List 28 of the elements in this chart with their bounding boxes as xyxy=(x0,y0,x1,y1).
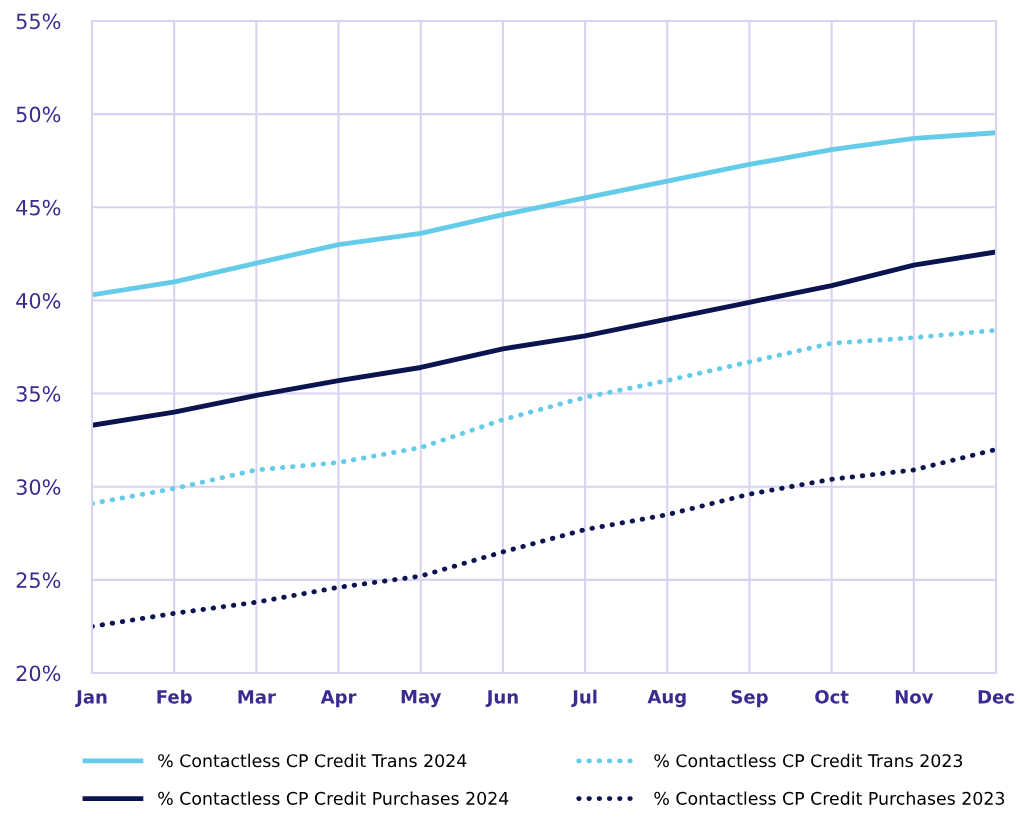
x-tick-label: Jul xyxy=(571,689,597,707)
line-series xyxy=(92,130,996,298)
x-tick-label: Dec xyxy=(978,690,1014,704)
y-tick-label: 30% xyxy=(16,479,61,495)
legend-label: % Contactless CP Credit Trans 2024 xyxy=(158,753,467,768)
y-tick-label: 45% xyxy=(16,199,61,216)
x-tick-label: Sep xyxy=(731,689,768,708)
x-tick-label: Oct xyxy=(815,689,849,704)
y-tick-label: 35% xyxy=(16,386,61,402)
legend-label: % Contactless CP Credit Purchases 2023 xyxy=(654,791,1005,805)
x-tick-label: Aug xyxy=(647,690,686,708)
line-series xyxy=(92,249,996,428)
y-tick-label: 50% xyxy=(16,106,61,123)
x-tick-label: Jan xyxy=(75,690,107,707)
y-tick-label: 25% xyxy=(16,572,61,589)
legend-label: % Contactless CP Credit Trans 2023 xyxy=(654,753,963,768)
x-tick-label: May xyxy=(401,690,442,708)
x-tick-label: Feb xyxy=(157,689,192,704)
line-series xyxy=(92,327,996,506)
x-tick-label: Apr xyxy=(320,690,357,708)
legend-label: % Contactless CP Credit Purchases 2024 xyxy=(158,791,509,805)
y-tick-label: 40% xyxy=(16,292,61,309)
x-tick-label: Nov xyxy=(895,690,934,704)
line-series xyxy=(92,447,996,629)
x-tick-label: Mar xyxy=(238,690,276,704)
y-tick-label: 20% xyxy=(16,665,61,682)
y-tick-label: 55% xyxy=(16,13,61,30)
x-tick-label: Jun xyxy=(485,690,518,707)
